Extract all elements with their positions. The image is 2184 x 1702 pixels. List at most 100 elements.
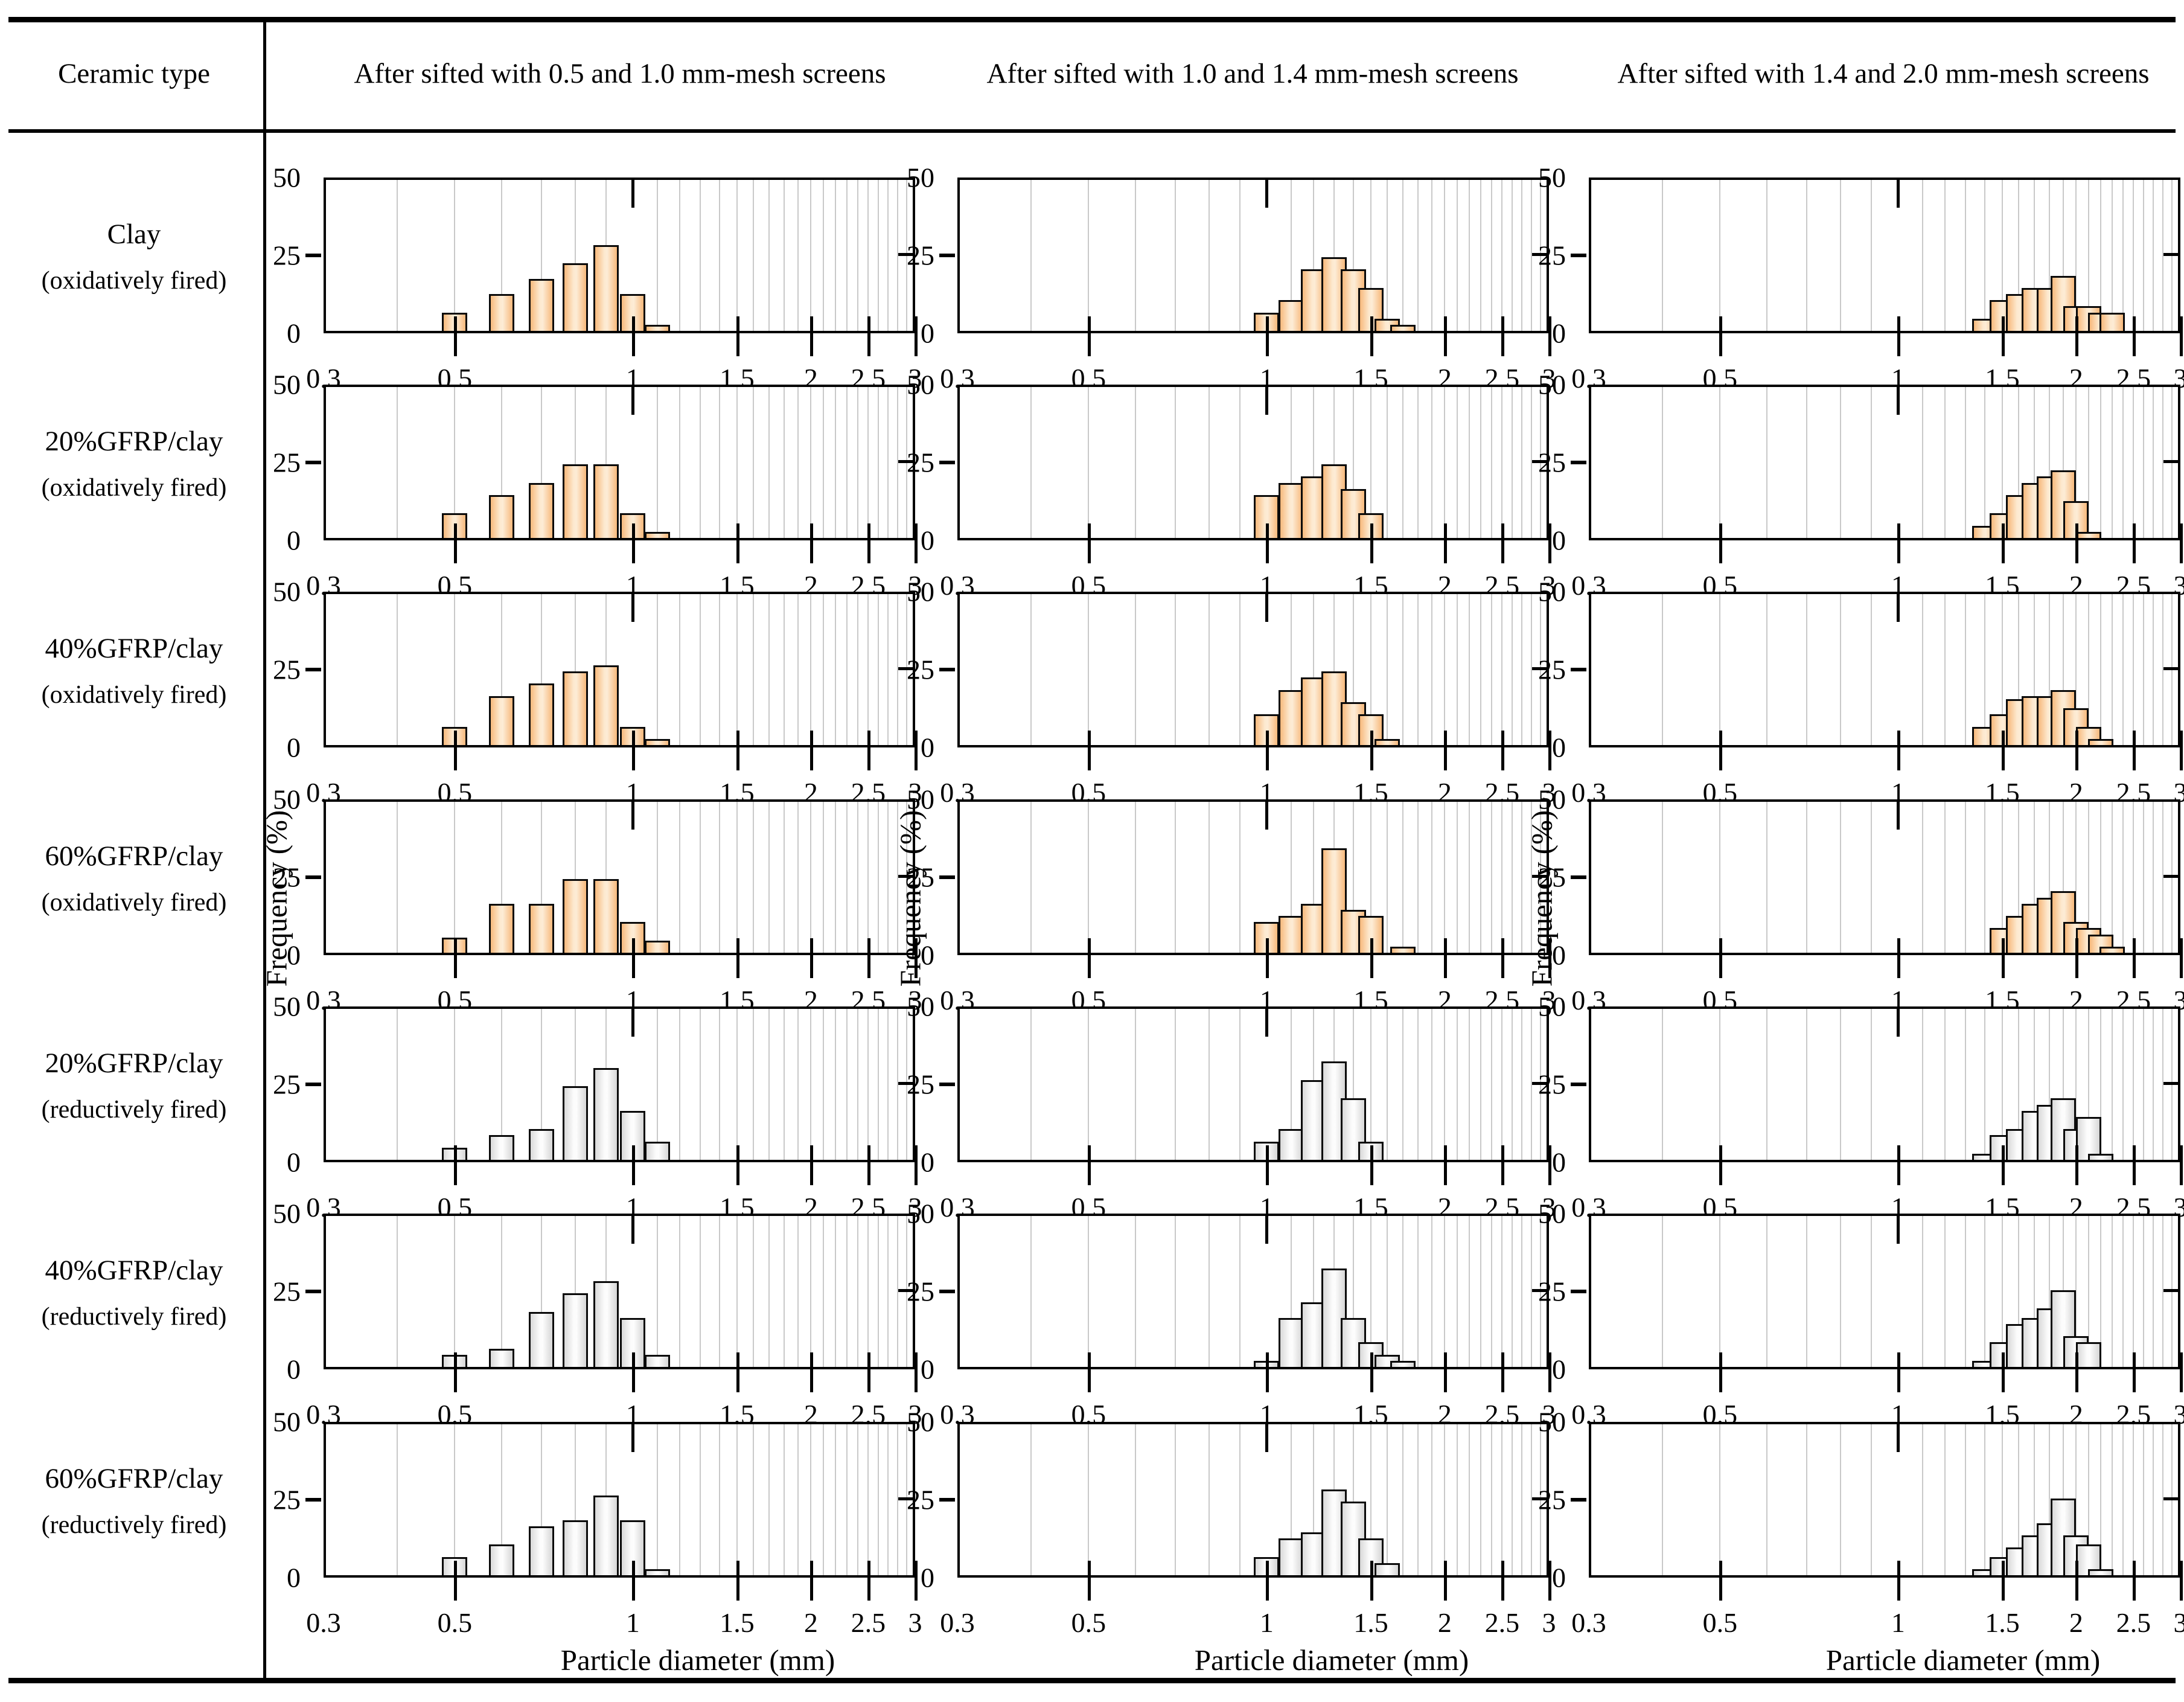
minor-gridline bbox=[1402, 1424, 1404, 1575]
minor-gridline bbox=[1870, 1216, 1872, 1367]
minor-gridline bbox=[2018, 1424, 2020, 1575]
minor-gridline bbox=[887, 1009, 889, 1160]
x-major-tick bbox=[867, 316, 871, 356]
y-tick-label: 25 bbox=[907, 654, 934, 685]
plot-r6c2 bbox=[957, 1214, 1549, 1369]
minor-gridline bbox=[1370, 387, 1371, 538]
x-major-tick bbox=[454, 523, 458, 563]
minor-gridline bbox=[1370, 180, 1371, 331]
minor-gridline bbox=[823, 594, 825, 745]
row-sublabel: (oxidatively fired) bbox=[41, 474, 227, 502]
y-tick-label: 25 bbox=[273, 447, 301, 478]
minor-gridline bbox=[1921, 180, 1923, 331]
minor-gridline bbox=[736, 1216, 738, 1367]
minor-gridline bbox=[1402, 387, 1404, 538]
left-tick-25 bbox=[939, 1083, 955, 1086]
x-major-tick bbox=[736, 731, 739, 770]
x-major-tick bbox=[1088, 731, 1091, 770]
hist-bar bbox=[563, 1293, 589, 1367]
x-major-tick bbox=[2133, 938, 2136, 978]
minor-gridline bbox=[1480, 1009, 1481, 1160]
minor-gridline bbox=[1209, 594, 1210, 745]
hist-bar bbox=[1390, 325, 1416, 331]
minor-gridline bbox=[1431, 387, 1432, 538]
minor-gridline bbox=[1313, 1424, 1315, 1575]
minor-gridline bbox=[1290, 387, 1292, 538]
minor-gridline bbox=[1290, 1009, 1292, 1160]
minor-gridline bbox=[1417, 180, 1419, 331]
minor-gridline bbox=[700, 387, 701, 538]
row-label: 40%GFRP/clay bbox=[45, 1255, 223, 1286]
top-tick-1mm bbox=[1897, 594, 1900, 622]
hist-bar bbox=[2099, 947, 2125, 953]
minor-gridline bbox=[1030, 387, 1032, 538]
minor-gridline bbox=[1135, 1009, 1136, 1160]
x-major-tick bbox=[1370, 1561, 1373, 1601]
x-major-tick bbox=[810, 1561, 814, 1601]
minor-gridline bbox=[1135, 1424, 1136, 1575]
x-major-tick bbox=[810, 316, 814, 356]
top-tick-1mm bbox=[631, 1216, 635, 1244]
minor-gridline bbox=[896, 387, 898, 538]
x-major-tick bbox=[867, 1352, 871, 1392]
y-tick-label: 25 bbox=[273, 862, 301, 893]
hist-bar bbox=[489, 495, 514, 538]
minor-gridline bbox=[1352, 180, 1354, 331]
x-major-tick bbox=[1501, 316, 1505, 356]
minor-gridline bbox=[2122, 1424, 2124, 1575]
minor-gridline bbox=[1444, 1009, 1446, 1160]
minor-gridline bbox=[1766, 387, 1767, 538]
minor-gridline bbox=[2034, 387, 2036, 538]
minor-gridline bbox=[797, 180, 799, 331]
minor-gridline bbox=[797, 802, 799, 953]
y-tick-label: 0 bbox=[1552, 1147, 1566, 1178]
y-tick-label: 25 bbox=[273, 1276, 301, 1307]
minor-gridline bbox=[1135, 180, 1136, 331]
minor-gridline bbox=[1431, 1424, 1432, 1575]
minor-gridline bbox=[2062, 1009, 2064, 1160]
row-sublabel: (oxidatively fired) bbox=[41, 681, 227, 709]
y-tick-label: 25 bbox=[1538, 1484, 1566, 1515]
minor-gridline bbox=[1457, 802, 1458, 953]
minor-gridline bbox=[2001, 594, 2003, 745]
x-major-tick bbox=[1370, 316, 1373, 356]
minor-gridline bbox=[810, 1009, 812, 1160]
minor-gridline bbox=[2075, 387, 2077, 538]
minor-gridline bbox=[2143, 1216, 2145, 1367]
minor-gridline bbox=[867, 1424, 869, 1575]
minor-gridline bbox=[1135, 802, 1136, 953]
hist-bar bbox=[528, 1312, 554, 1367]
minor-gridline bbox=[1444, 387, 1446, 538]
y-tick-label: 0 bbox=[287, 939, 301, 971]
y-tick-label: 50 bbox=[273, 1198, 301, 1229]
minor-gridline bbox=[846, 594, 848, 745]
x-major-tick bbox=[2001, 316, 2005, 356]
minor-gridline bbox=[656, 180, 658, 331]
minor-gridline bbox=[1491, 1424, 1493, 1575]
minor-gridline bbox=[2088, 594, 2090, 745]
minor-gridline bbox=[656, 1009, 658, 1160]
minor-gridline bbox=[679, 594, 681, 745]
minor-gridline bbox=[2048, 802, 2050, 953]
right-tick-25 bbox=[1532, 1082, 1547, 1085]
minor-gridline bbox=[1512, 1009, 1513, 1160]
y-tick-label: 50 bbox=[907, 1198, 934, 1229]
x-major-tick bbox=[1266, 731, 1269, 770]
minor-gridline bbox=[1501, 594, 1503, 745]
x-major-tick bbox=[2180, 1145, 2183, 1185]
minor-gridline bbox=[1501, 1424, 1503, 1575]
minor-gridline bbox=[1965, 594, 1967, 745]
minor-gridline bbox=[1333, 594, 1335, 745]
minor-gridline bbox=[2111, 1009, 2113, 1160]
x-major-tick bbox=[2133, 523, 2136, 563]
minor-gridline bbox=[1209, 1009, 1210, 1160]
minor-gridline bbox=[753, 180, 755, 331]
x-major-tick bbox=[2180, 731, 2183, 770]
minor-gridline bbox=[896, 594, 898, 745]
x-major-tick bbox=[632, 731, 636, 770]
x-major-tick bbox=[1266, 938, 1269, 978]
minor-gridline bbox=[2111, 802, 2113, 953]
hist-bar bbox=[489, 904, 514, 953]
minor-gridline bbox=[1468, 180, 1470, 331]
